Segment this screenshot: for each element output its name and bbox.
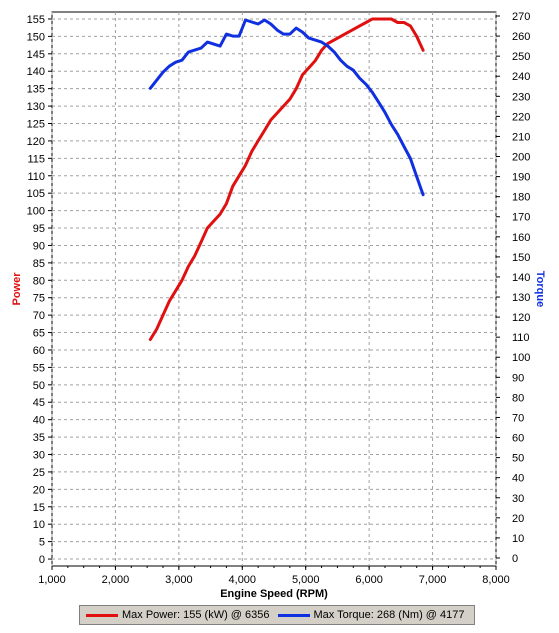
axis-ticks: 1,000 2,000 3,000 4,000 5,000 6,000 7,000 8,000…: [27, 11, 531, 586]
y-left-tick-label: 65: [33, 328, 45, 340]
y-right-tick-label: 80: [512, 392, 524, 404]
y-right-tick-label: 40: [512, 473, 524, 485]
x-tick-label: 7,000: [419, 574, 447, 586]
legend-label-torque: Max Torque: 268 (Nm) @ 4177: [313, 609, 465, 621]
x-tick-label: 6,000: [355, 574, 383, 586]
x-tick-label: 1,000: [38, 574, 66, 586]
y-left-tick-label: 35: [33, 432, 45, 444]
y-left-tick-label: 55: [33, 362, 45, 374]
y-left-tick-label: 125: [27, 118, 45, 130]
dyno-chart: 1,000 2,000 3,000 4,000 5,000 6,000 7,000 8,000…: [11, 11, 546, 600]
y-left-tick-label: 120: [27, 136, 45, 148]
y-left-tick-label: 45: [33, 397, 45, 409]
y-left-tick-label: 5: [39, 537, 45, 549]
legend-item-torque: Max Torque: 268 (Nm) @ 4177: [277, 609, 465, 621]
y-left-tick-label: 85: [33, 258, 45, 270]
y-right-tick-label: 20: [512, 513, 524, 525]
y-left-tick-label: 135: [27, 84, 45, 96]
y-right-tick-label: 240: [512, 71, 530, 83]
y-right-tick-label: 250: [512, 51, 530, 63]
y-left-tick-label: 0: [39, 554, 45, 566]
y-left-tick-label: 145: [27, 49, 45, 61]
y-left-tick-label: 95: [33, 223, 45, 235]
y-left-tick-label: 130: [27, 101, 45, 113]
y-right-tick-label: 60: [512, 433, 524, 445]
y-left-tick-label: 80: [33, 275, 45, 287]
x-tick-label: 3,000: [165, 574, 193, 586]
y-right-tick-label: 110: [512, 332, 530, 344]
y-right-tick-label: 160: [512, 232, 530, 244]
series-lines: [148, 17, 425, 341]
y-left-tick-label: 20: [33, 484, 45, 496]
y-right-tick-label: 100: [512, 352, 530, 364]
y-left-tick-label: 40: [33, 415, 45, 427]
x-tick-label: 5,000: [292, 574, 320, 586]
y-left-tick-label: 30: [33, 450, 45, 462]
x-tick-label: 4,000: [229, 574, 257, 586]
y-right-tick-label: 120: [512, 312, 530, 324]
y-right-tick-label: 190: [512, 172, 530, 184]
legend-swatch-power: [86, 613, 118, 617]
y-left-axis-title: Power: [11, 272, 23, 306]
y-right-tick-label: 260: [512, 31, 530, 43]
y-right-tick-label: 90: [512, 372, 524, 384]
y-right-tick-label: 210: [512, 131, 530, 143]
legend-label-power: Max Power: 155 (kW) @ 6356: [122, 609, 270, 621]
y-left-tick-label: 150: [27, 31, 45, 43]
y-right-tick-label: 150: [512, 252, 530, 264]
y-right-tick-label: 170: [512, 212, 530, 224]
series-line-torque: [148, 18, 425, 197]
y-left-tick-label: 90: [33, 240, 45, 252]
y-left-tick-label: 105: [27, 188, 45, 200]
legend-item-power: Max Power: 155 (kW) @ 6356: [86, 609, 270, 621]
plot-area: [51, 11, 497, 567]
grid: [51, 12, 497, 566]
x-tick-label: 2,000: [102, 574, 130, 586]
x-tick-label: 8,000: [482, 574, 510, 586]
y-right-tick-label: 140: [512, 272, 530, 284]
legend: Max Power: 155 (kW) @ 6356 Max Torque: 2…: [79, 605, 475, 625]
y-right-tick-label: 130: [512, 292, 530, 304]
y-right-tick-label: 10: [512, 533, 524, 545]
y-right-axis-title: Torque: [534, 271, 546, 307]
y-right-tick-label: 180: [512, 192, 530, 204]
y-right-tick-label: 70: [512, 412, 524, 424]
y-left-tick-label: 115: [27, 153, 45, 165]
y-right-tick-label: 230: [512, 91, 530, 103]
y-left-tick-label: 140: [27, 66, 45, 78]
y-right-tick-label: 270: [512, 11, 530, 23]
y-left-tick-label: 15: [33, 502, 45, 514]
y-right-tick-label: 50: [512, 453, 524, 465]
y-right-tick-label: 220: [512, 111, 530, 123]
legend-swatch-torque: [277, 613, 310, 617]
y-left-tick-label: 70: [33, 310, 45, 322]
y-left-tick-label: 100: [27, 206, 45, 218]
y-left-tick-label: 50: [33, 380, 45, 392]
y-left-tick-label: 75: [33, 293, 45, 305]
series-line-power: [148, 17, 425, 341]
y-left-tick-label: 155: [27, 14, 45, 26]
y-right-tick-label: 30: [512, 493, 524, 505]
y-left-tick-label: 60: [33, 345, 45, 357]
y-left-tick-label: 110: [27, 171, 45, 183]
y-left-tick-label: 25: [33, 467, 45, 479]
y-right-tick-label: 0: [512, 553, 518, 565]
y-left-tick-label: 10: [33, 519, 45, 531]
x-axis-title: Engine Speed (RPM): [220, 588, 328, 600]
y-right-tick-label: 200: [512, 152, 530, 164]
